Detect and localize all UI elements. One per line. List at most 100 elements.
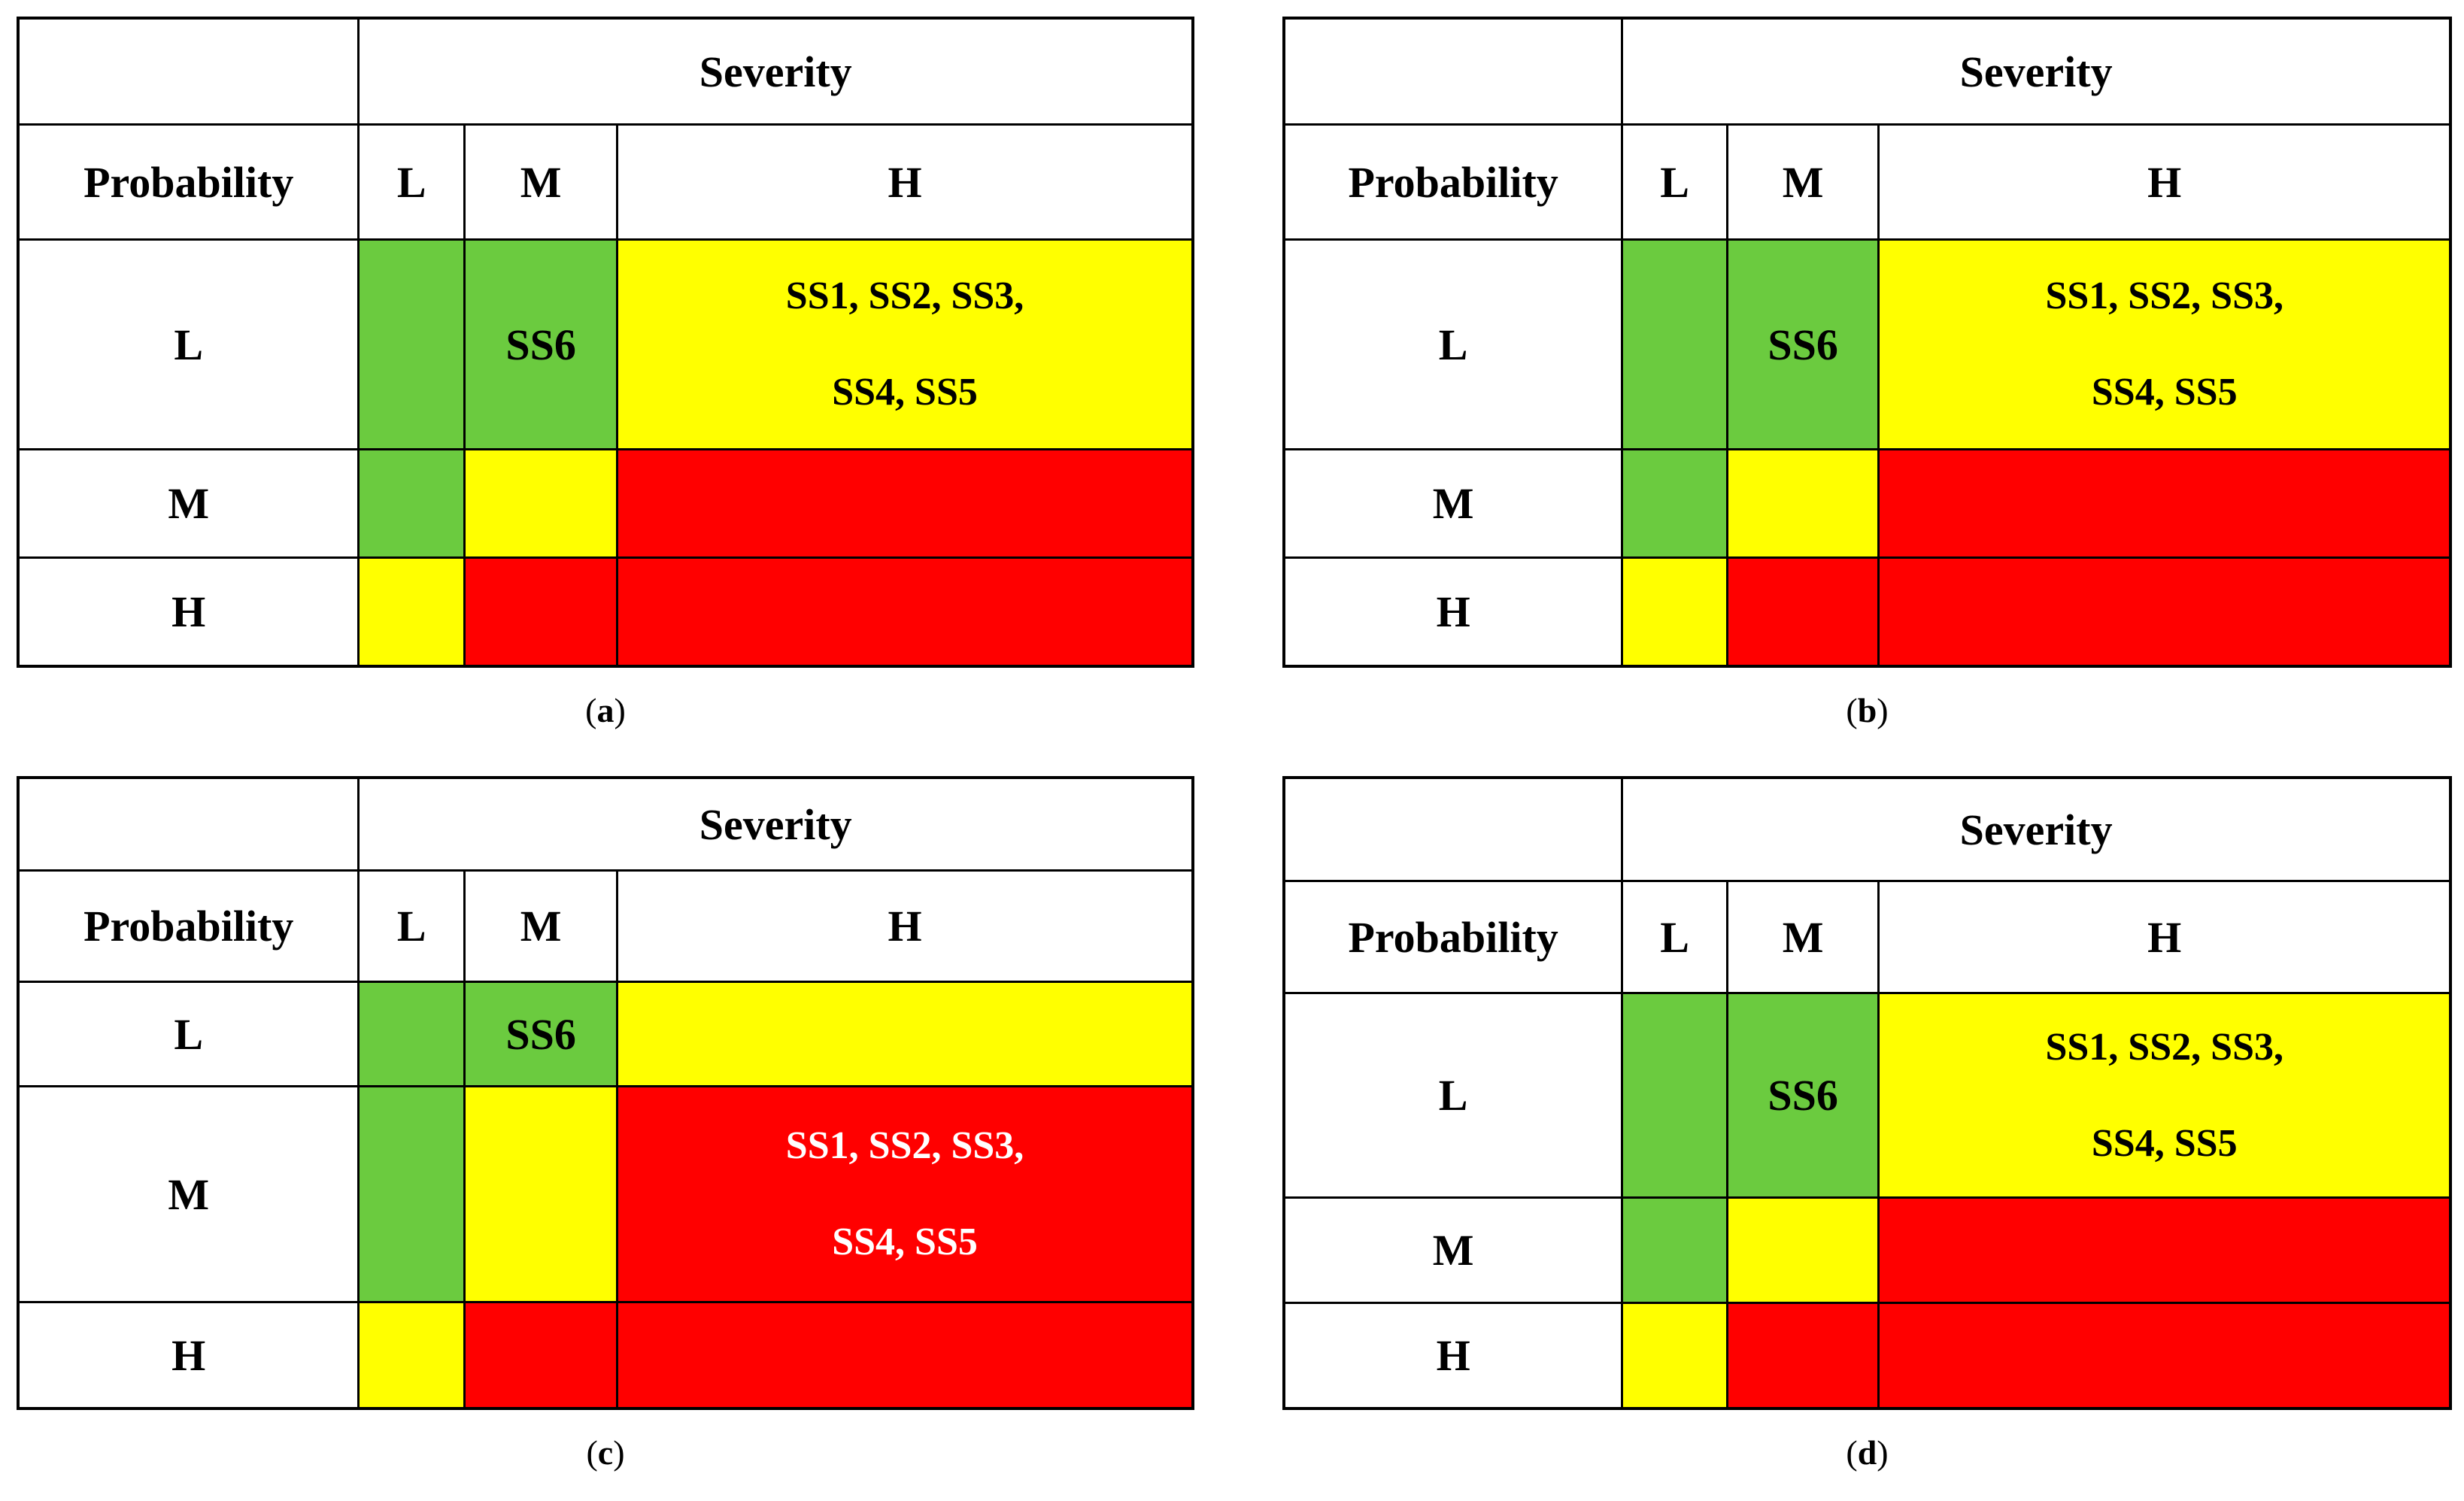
risk-matrix-b: Severity Probability L M H L SS6 SS1, SS… xyxy=(1282,17,2452,668)
severity-header-row: Severity xyxy=(1282,17,2452,126)
cell-H-M xyxy=(1725,1302,1880,1410)
severity-col-H: H xyxy=(616,123,1194,241)
row-label-M: M xyxy=(17,1085,360,1303)
probability-header: Probability xyxy=(17,869,360,983)
severity-col-H: H xyxy=(1877,123,2452,241)
cell-M-L xyxy=(1621,1196,1728,1304)
row-label-M: M xyxy=(17,448,360,559)
cell-M-M xyxy=(463,448,619,559)
corner-blank-cell xyxy=(1282,776,1624,882)
column-header-row: Probability L M H xyxy=(17,123,1194,241)
probability-row-M: M xyxy=(1282,1196,2452,1304)
severity-header: Severity xyxy=(1621,17,2452,126)
severity-col-M: M xyxy=(1725,880,1880,994)
cell-H-L xyxy=(357,556,466,668)
corner-blank-cell xyxy=(17,17,360,126)
cell-L-L xyxy=(1621,238,1728,450)
cell-L-M: SS6 xyxy=(1725,238,1880,450)
panel-d: Severity Probability L M H L SS6 SS1, SS… xyxy=(1282,776,2452,1472)
cell-L-H: SS1, SS2, SS3, SS4, SS5 xyxy=(616,238,1194,450)
caption-paren-close: ) xyxy=(1877,1433,1889,1472)
panel-b: Severity Probability L M H L SS6 SS1, SS… xyxy=(1282,17,2452,730)
cell-L-L xyxy=(357,981,466,1087)
ss-group: SS1, SS2, SS3, SS4, SS5 xyxy=(1881,1025,2448,1165)
panel-caption-c: (c) xyxy=(17,1433,1194,1472)
ss-group: SS1, SS2, SS3, SS4, SS5 xyxy=(1881,274,2448,414)
probability-row-M: M xyxy=(17,448,1194,559)
cell-H-M xyxy=(463,556,619,668)
severity-col-M: M xyxy=(463,123,619,241)
severity-col-L: L xyxy=(1621,880,1728,994)
cell-L-H: SS1, SS2, SS3, SS4, SS5 xyxy=(1877,992,2452,1199)
caption-paren-open: ( xyxy=(585,691,597,729)
cell-H-H xyxy=(1877,1302,2452,1410)
severity-col-L: L xyxy=(357,869,466,983)
risk-matrix-c: Severity Probability L M H L SS6 M xyxy=(17,776,1194,1410)
caption-letter: c xyxy=(597,1433,614,1472)
row-label-H: H xyxy=(17,1301,360,1410)
ss-group: SS1, SS2, SS3, SS4, SS5 xyxy=(620,274,1191,414)
caption-letter: d xyxy=(1857,1433,1877,1472)
cell-H-L xyxy=(1621,556,1728,668)
severity-header-row: Severity xyxy=(17,776,1194,872)
cell-H-L xyxy=(357,1301,466,1410)
ss-group: SS1, SS2, SS3, SS4, SS5 xyxy=(620,1124,1191,1263)
cell-M-L xyxy=(357,448,466,559)
row-label-M: M xyxy=(1282,448,1624,559)
probability-row-H: H xyxy=(17,1301,1194,1410)
row-label-H: H xyxy=(17,556,360,668)
caption-paren-close: ) xyxy=(1877,691,1889,729)
probability-header: Probability xyxy=(1282,880,1624,994)
cell-M-H xyxy=(1877,1196,2452,1304)
column-header-row: Probability L M H xyxy=(17,869,1194,983)
caption-paren-close: ) xyxy=(614,691,626,729)
severity-col-H: H xyxy=(616,869,1194,983)
ss-group-line2: SS4, SS5 xyxy=(832,371,978,414)
cell-M-L xyxy=(357,1085,466,1303)
cell-L-M: SS6 xyxy=(463,981,619,1087)
probability-row-H: H xyxy=(1282,556,2452,668)
probability-row-L: L SS6 SS1, SS2, SS3, SS4, SS5 xyxy=(17,238,1194,450)
ss-group-line1: SS1, SS2, SS3, xyxy=(785,1124,1024,1167)
severity-col-H: H xyxy=(1877,880,2452,994)
ss-group-line1: SS1, SS2, SS3, xyxy=(2045,274,2283,317)
caption-letter: b xyxy=(1857,691,1877,729)
ss-group-line2: SS4, SS5 xyxy=(2091,371,2238,414)
probability-row-M: M xyxy=(1282,448,2452,559)
row-label-M: M xyxy=(1282,1196,1624,1304)
cell-L-H xyxy=(616,981,1194,1087)
caption-paren-open: ( xyxy=(1846,1433,1858,1472)
cell-H-H xyxy=(1877,556,2452,668)
ss-group-line2: SS4, SS5 xyxy=(2091,1121,2238,1165)
row-label-L: L xyxy=(1282,238,1624,450)
cell-L-L xyxy=(1621,992,1728,1199)
row-label-H: H xyxy=(1282,1302,1624,1410)
caption-paren-close: ) xyxy=(613,1433,625,1472)
row-label-L: L xyxy=(1282,992,1624,1199)
probability-header: Probability xyxy=(1282,123,1624,241)
cell-L-H: SS1, SS2, SS3, SS4, SS5 xyxy=(1877,238,2452,450)
cell-L-M: SS6 xyxy=(463,238,619,450)
cell-M-H xyxy=(1877,448,2452,559)
severity-col-M: M xyxy=(1725,123,1880,241)
panel-caption-d: (d) xyxy=(1282,1433,2452,1472)
ss-group-line1: SS1, SS2, SS3, xyxy=(785,274,1024,317)
panel-caption-b: (b) xyxy=(1282,690,2452,730)
cell-M-M xyxy=(463,1085,619,1303)
caption-paren-open: ( xyxy=(1846,691,1858,729)
severity-col-L: L xyxy=(1621,123,1728,241)
severity-col-L: L xyxy=(357,123,466,241)
cell-M-M xyxy=(1725,448,1880,559)
severity-header: Severity xyxy=(357,17,1194,126)
probability-row-H: H xyxy=(17,556,1194,668)
column-header-row: Probability L M H xyxy=(1282,123,2452,241)
ss-group-line1: SS1, SS2, SS3, xyxy=(2045,1025,2283,1069)
cell-H-M xyxy=(463,1301,619,1410)
cell-H-M xyxy=(1725,556,1880,668)
probability-row-L: L SS6 SS1, SS2, SS3, SS4, SS5 xyxy=(1282,238,2452,450)
ss-group-line2: SS4, SS5 xyxy=(832,1221,978,1263)
probability-row-H: H xyxy=(1282,1302,2452,1410)
risk-matrix-a: Severity Probability L M H L SS6 SS1, SS… xyxy=(17,17,1194,668)
cell-L-L xyxy=(357,238,466,450)
